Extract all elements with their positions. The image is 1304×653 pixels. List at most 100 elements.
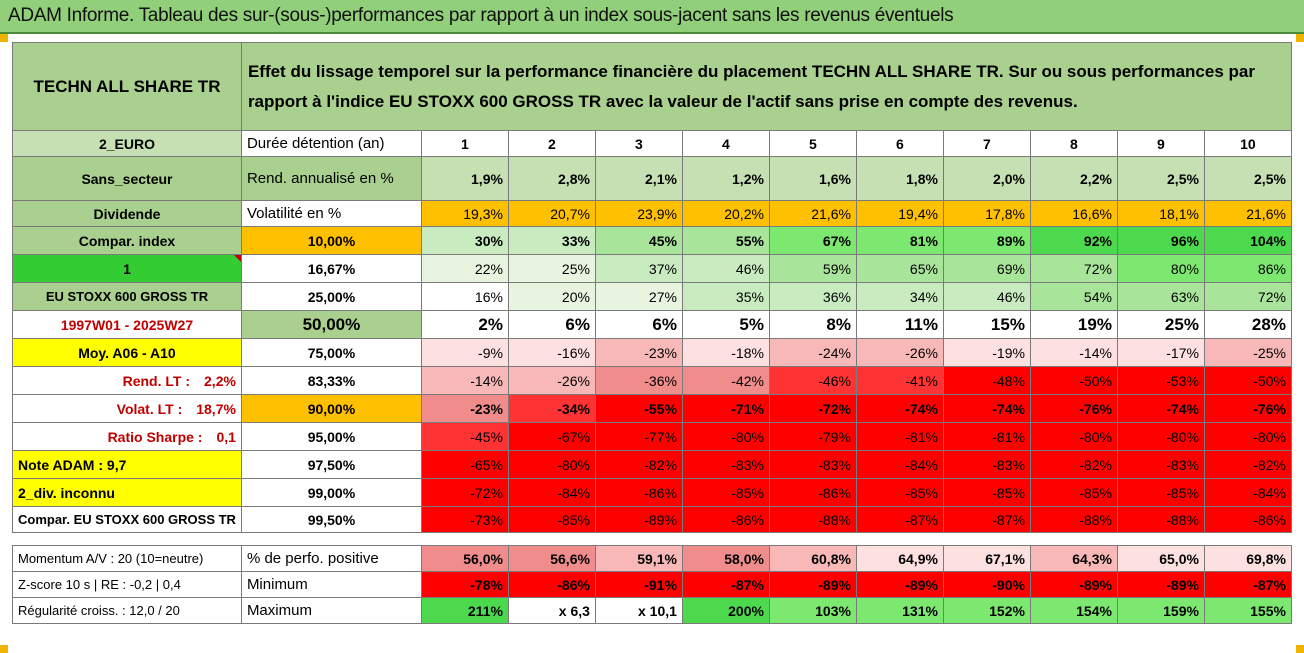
title-bar: ADAM Informe. Tableau des sur-(sous-)per… bbox=[0, 0, 1304, 34]
value-cell: 1,6% bbox=[768, 156, 857, 201]
stats-value: -89% bbox=[768, 571, 857, 598]
stats-side-label: Z-score 10 s | RE : -0,2 | 0,4 bbox=[12, 571, 242, 598]
value-cell: -85% bbox=[1029, 478, 1118, 507]
value-cell: 80% bbox=[1116, 254, 1205, 283]
value-cell: 21,6% bbox=[768, 200, 857, 227]
value-cell: 89% bbox=[942, 226, 1031, 255]
row-side-label: Dividende bbox=[12, 200, 242, 227]
value-cell: 55% bbox=[681, 226, 770, 255]
value-cell: -41% bbox=[855, 366, 944, 395]
value-cell: 5 bbox=[768, 130, 857, 157]
value-cell: 16,6% bbox=[1029, 200, 1118, 227]
spacer-row bbox=[13, 533, 1292, 546]
value-cell: 9 bbox=[1116, 130, 1205, 157]
value-cell: 65% bbox=[855, 254, 944, 283]
value-cell: 36% bbox=[768, 282, 857, 311]
value-cell: -26% bbox=[855, 338, 944, 367]
percentile-value: 16,67% bbox=[240, 254, 422, 283]
side-value: 0,1 bbox=[216, 428, 236, 445]
stats-value: 59,1% bbox=[594, 545, 683, 572]
value-cell: -18% bbox=[681, 338, 770, 367]
percentile-value: 90,00% bbox=[240, 394, 422, 423]
value-cell: -83% bbox=[681, 450, 770, 479]
value-cell: 3 bbox=[594, 130, 683, 157]
value-cell: -83% bbox=[768, 450, 857, 479]
stats-value: -91% bbox=[594, 571, 683, 598]
stats-value: 60,8% bbox=[768, 545, 857, 572]
table-row: Sans_secteur Rend. annualisé en % 1,9% 2,8%… bbox=[12, 156, 1292, 201]
row-side-label: Rend. LT : 2,2% bbox=[12, 366, 242, 395]
value-cell: 46% bbox=[681, 254, 770, 283]
stats-value: x 10,1 bbox=[594, 597, 683, 624]
percentile-value: 99,00% bbox=[240, 478, 422, 507]
stats-value: -90% bbox=[942, 571, 1031, 598]
stats-side-label: Momentum A/V : 20 (10=neutre) bbox=[12, 545, 242, 572]
value-cell: -48% bbox=[942, 366, 1031, 395]
value-cell: -83% bbox=[942, 450, 1031, 479]
value-cell: -25% bbox=[1203, 338, 1292, 367]
value-cell: -26% bbox=[507, 366, 596, 395]
stats-value: -87% bbox=[681, 571, 770, 598]
value-cell: -79% bbox=[768, 422, 857, 451]
value-cell: 17,8% bbox=[942, 200, 1031, 227]
value-cell: -36% bbox=[594, 366, 683, 395]
stats-value: 155% bbox=[1203, 597, 1292, 624]
stats-label: Maximum bbox=[240, 597, 422, 624]
value-cell: 2,0% bbox=[942, 156, 1031, 201]
side-caption: Ratio Sharpe : bbox=[107, 428, 203, 445]
row-side-label: Ratio Sharpe : 0,1 bbox=[12, 422, 242, 451]
value-cell: 19,3% bbox=[420, 200, 509, 227]
value-cell: 69% bbox=[942, 254, 1031, 283]
value-cell: 6 bbox=[855, 130, 944, 157]
row-side-label: 1 bbox=[12, 254, 242, 283]
value-cell: 22% bbox=[420, 254, 509, 283]
stats-value: 152% bbox=[942, 597, 1031, 624]
value-cell: -82% bbox=[1203, 450, 1292, 479]
value-cell: 6% bbox=[594, 310, 683, 339]
corner-marker-right bbox=[1296, 34, 1304, 42]
value-cell: -71% bbox=[681, 394, 770, 423]
header-row: TECHN ALL SHARE TR Effet du lissage temp… bbox=[12, 42, 1292, 131]
stats-label: % de perfo. positive bbox=[240, 545, 422, 572]
stats-value: 69,8% bbox=[1203, 545, 1292, 572]
value-cell: 72% bbox=[1029, 254, 1118, 283]
value-cell: -19% bbox=[942, 338, 1031, 367]
table-row: Compar. index 10,00% 30% 33% 45% 55% 67% 81% 89%… bbox=[12, 226, 1292, 255]
row-side-label: Moy. A06 - A10 bbox=[12, 338, 242, 367]
stats-value: 65,0% bbox=[1116, 545, 1205, 572]
stats-value: -86% bbox=[507, 571, 596, 598]
value-cell: 2,5% bbox=[1203, 156, 1292, 201]
value-cell: 104% bbox=[1203, 226, 1292, 255]
stats-value: -89% bbox=[855, 571, 944, 598]
value-cell: -80% bbox=[1203, 422, 1292, 451]
value-cell: -83% bbox=[1116, 450, 1205, 479]
value-cell: 72% bbox=[1203, 282, 1292, 311]
performance-table: TECHN ALL SHARE TR Effet du lissage temp… bbox=[12, 42, 1292, 624]
table-row: 2_div. inconnu 99,00% -72% -84% -86% -85% -86%… bbox=[12, 478, 1292, 507]
value-cell: -88% bbox=[1116, 506, 1205, 533]
value-cell: 21,6% bbox=[1203, 200, 1292, 227]
value-cell: -77% bbox=[594, 422, 683, 451]
value-cell: 46% bbox=[942, 282, 1031, 311]
table-row: Note ADAM : 9,7 97,50% -65% -80% -82% -83% -83… bbox=[12, 450, 1292, 479]
value-cell: -67% bbox=[507, 422, 596, 451]
row-side-label: Volat. LT : 18,7% bbox=[12, 394, 242, 423]
value-cell: 8% bbox=[768, 310, 857, 339]
value-cell: 2,8% bbox=[507, 156, 596, 201]
value-cell: -86% bbox=[681, 506, 770, 533]
value-cell: 86% bbox=[1203, 254, 1292, 283]
value-cell: -85% bbox=[681, 478, 770, 507]
value-cell: -84% bbox=[507, 478, 596, 507]
table-row: EU STOXX 600 GROSS TR 25,00% 16% 20% 27% 35% 3… bbox=[12, 282, 1292, 311]
stats-value: 67,1% bbox=[942, 545, 1031, 572]
value-cell: 2% bbox=[420, 310, 509, 339]
table-row: 2_EURO Durée détention (an) 1 2 3 4 5 6 7 8 9 10 bbox=[12, 130, 1292, 157]
value-cell: 1,9% bbox=[420, 156, 509, 201]
corner-marker-left bbox=[0, 34, 8, 42]
value-cell: -85% bbox=[507, 506, 596, 533]
percentile-value: 75,00% bbox=[240, 338, 422, 367]
stats-value: 211% bbox=[420, 597, 509, 624]
stats-value: 64,3% bbox=[1029, 545, 1118, 572]
value-cell: -89% bbox=[594, 506, 683, 533]
row-side-label: 2_div. inconnu bbox=[12, 478, 242, 507]
